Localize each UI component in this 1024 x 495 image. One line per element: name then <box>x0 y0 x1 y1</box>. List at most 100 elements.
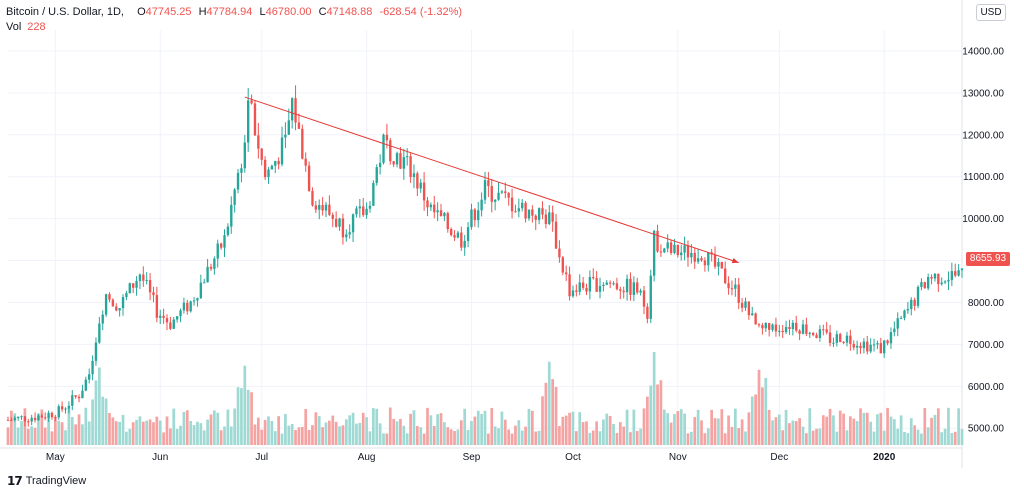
volume-bar <box>372 408 375 445</box>
candle-body <box>507 193 510 198</box>
volume-bar <box>581 422 585 445</box>
candle-body <box>883 340 886 354</box>
candle-body <box>287 120 290 135</box>
volume-bar <box>886 407 889 445</box>
candle-body <box>104 294 108 315</box>
candle-body <box>845 335 849 343</box>
volume-bar <box>706 428 710 445</box>
candle-body <box>236 172 240 190</box>
candle-body <box>652 230 656 276</box>
candle-body <box>788 326 791 330</box>
candle-body <box>74 395 77 397</box>
volume-bar <box>500 411 504 445</box>
volume-bar <box>77 414 81 445</box>
volume-bar <box>646 396 649 445</box>
volume-bar <box>459 420 463 445</box>
volume-bar <box>882 430 886 445</box>
volume-bar <box>57 420 61 445</box>
candle-body <box>554 221 558 249</box>
candle-body <box>696 258 700 262</box>
candle-body <box>111 299 115 307</box>
tradingview-brand[interactable]: 𝟭𝟳 TradingView <box>7 474 86 488</box>
volume-bar <box>801 426 805 445</box>
candle-body <box>673 244 676 253</box>
candle-body <box>825 329 828 333</box>
candle-body <box>81 390 84 399</box>
candle-body <box>585 287 588 292</box>
candle-body <box>649 275 652 319</box>
candle-body <box>700 258 703 261</box>
candle-body <box>91 360 94 375</box>
volume-bar <box>20 420 23 445</box>
candle-body <box>832 342 835 344</box>
candle-body <box>47 412 50 418</box>
candle-body <box>713 254 717 267</box>
candle-body <box>216 243 219 259</box>
volume-bar <box>747 412 751 445</box>
volume-bar <box>838 410 842 445</box>
volume-bar <box>855 421 859 445</box>
candle-body <box>541 208 544 215</box>
volume-bar <box>172 408 176 445</box>
volume-bar <box>727 415 730 445</box>
time-axis[interactable]: May Jun Jul Aug Sep Oct Nov Dec 2020 <box>46 452 896 463</box>
volume-bar <box>578 412 582 445</box>
trendline-arrow-icon <box>731 258 739 264</box>
candle-body <box>233 189 236 205</box>
volume-bar <box>547 361 551 445</box>
candle-body <box>767 323 771 330</box>
candle-body <box>754 313 757 325</box>
volume-bar <box>612 423 615 445</box>
price-axis[interactable]: 14000.00 13000.00 12000.00 11000.00 10000.00… <box>962 46 1004 434</box>
candle-body <box>727 283 730 289</box>
candle-body <box>622 290 625 293</box>
volume-bar <box>588 432 592 445</box>
high-label: H <box>198 6 207 18</box>
volume-bar <box>104 398 108 445</box>
candle-body <box>30 417 33 422</box>
volume-bar <box>683 413 686 445</box>
volume-bar <box>118 421 121 445</box>
candle-body <box>893 328 896 333</box>
volume-bar <box>815 428 818 445</box>
candle-body <box>314 205 318 210</box>
candle-body <box>757 324 761 326</box>
candle-body <box>162 315 165 319</box>
candle-body <box>876 343 879 345</box>
trendline[interactable] <box>244 96 739 264</box>
volume-bar <box>473 416 477 445</box>
candle-body <box>446 213 449 230</box>
price-tick-label: 8000.00 <box>968 298 1005 309</box>
candle-body <box>199 282 203 299</box>
volume-bar <box>950 433 954 445</box>
volume-bar <box>568 412 571 445</box>
volume-bar <box>10 410 13 445</box>
volume-bar <box>189 421 193 445</box>
close-label: C <box>318 6 327 18</box>
volume-bar <box>199 423 203 445</box>
candle-body <box>686 245 690 258</box>
candle-body <box>355 208 358 215</box>
volume-bar <box>415 425 419 445</box>
candle-body <box>751 313 754 316</box>
candle-body <box>257 135 260 149</box>
volume-bar <box>158 420 162 445</box>
currency-button[interactable]: USD <box>976 4 1006 21</box>
candle-body <box>64 408 67 410</box>
low-value: 46780.00 <box>265 6 312 18</box>
volume-bar <box>598 431 602 445</box>
candle-body <box>740 302 744 308</box>
candle-body <box>84 379 87 391</box>
candle-body <box>341 218 345 238</box>
candle-body <box>159 315 162 318</box>
volume-bar <box>463 408 467 445</box>
candle-body <box>365 208 368 216</box>
volume-bar <box>947 407 950 445</box>
candle-body <box>477 210 480 221</box>
volume-bar <box>923 408 927 445</box>
candle-body <box>822 329 825 331</box>
candle-body <box>493 199 497 202</box>
volume-bar <box>717 418 720 445</box>
volume-bar <box>341 425 345 445</box>
